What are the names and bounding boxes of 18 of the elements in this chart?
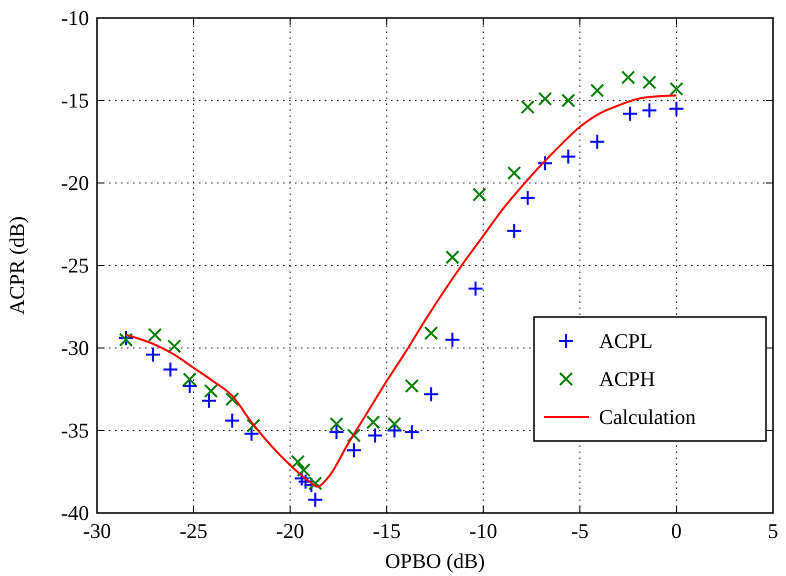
x-tick-label: -10 [469, 519, 498, 543]
x-tick-label: -5 [571, 519, 589, 543]
x-tick-label: 0 [671, 519, 682, 543]
legend-label: ACPH [599, 367, 656, 391]
y-axis-title: ACPR (dB) [5, 216, 29, 315]
x-tick-label: -25 [180, 519, 208, 543]
y-tick-label: -20 [61, 171, 89, 195]
x-tick-label: -20 [276, 519, 304, 543]
y-tick-label: -10 [61, 6, 89, 30]
x-tick-label: -15 [372, 519, 401, 543]
x-axis-title: OPBO (dB) [385, 549, 485, 573]
x-tick-label: 5 [768, 519, 778, 543]
y-tick-label: -25 [61, 254, 89, 278]
legend-label: ACPL [599, 329, 653, 353]
y-tick-label: -15 [61, 88, 89, 112]
y-tick-label: -35 [61, 418, 89, 442]
y-tick-label: -30 [61, 336, 89, 360]
legend-label: Calculation [599, 405, 696, 429]
